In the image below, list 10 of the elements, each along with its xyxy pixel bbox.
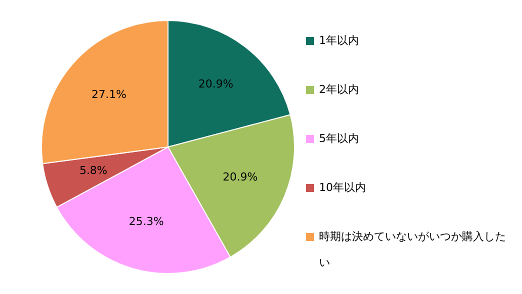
data-label: 25.3% bbox=[128, 215, 164, 228]
data-label: 20.9% bbox=[198, 78, 234, 91]
data-label: 20.9% bbox=[222, 170, 258, 184]
legend-label: 1年以内 bbox=[319, 33, 359, 49]
data-label: 27.1% bbox=[92, 88, 126, 102]
legend-label: 10年以内 bbox=[319, 180, 366, 196]
legend-label: 5年以内 bbox=[319, 131, 359, 147]
data-label: 5.8% bbox=[79, 164, 108, 178]
legend-label: 時期は決めていないがいつか購入したい bbox=[319, 229, 507, 271]
legend-label: 2年以内 bbox=[319, 82, 359, 98]
